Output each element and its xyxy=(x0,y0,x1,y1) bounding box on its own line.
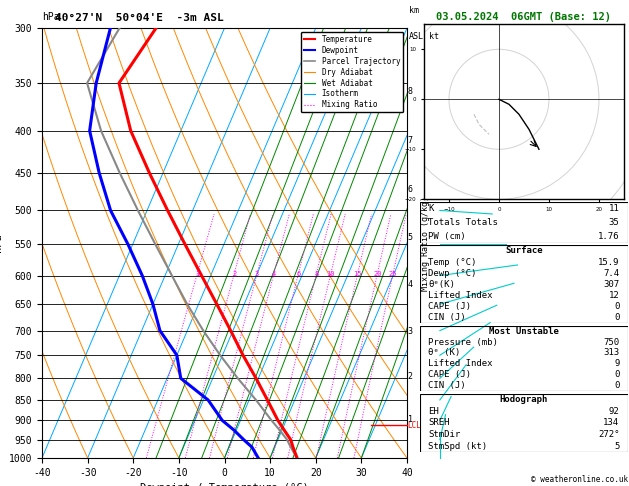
Text: 2: 2 xyxy=(408,372,413,381)
Text: Most Unstable: Most Unstable xyxy=(489,327,559,336)
Text: 40°27'N  50°04'E  -3m ASL: 40°27'N 50°04'E -3m ASL xyxy=(55,13,223,23)
Text: CAPE (J): CAPE (J) xyxy=(428,370,472,380)
Legend: Temperature, Dewpoint, Parcel Trajectory, Dry Adiabat, Wet Adiabat, Isotherm, Mi: Temperature, Dewpoint, Parcel Trajectory… xyxy=(301,32,403,112)
X-axis label: Dewpoint / Temperature (°C): Dewpoint / Temperature (°C) xyxy=(140,483,309,486)
Text: 307: 307 xyxy=(603,280,620,289)
Text: K: K xyxy=(428,204,434,213)
Text: 25: 25 xyxy=(389,271,398,277)
Text: 35: 35 xyxy=(609,218,620,227)
Text: 92: 92 xyxy=(609,407,620,416)
Text: 2: 2 xyxy=(232,271,237,277)
Text: Pressure (mb): Pressure (mb) xyxy=(428,337,498,347)
Text: 4: 4 xyxy=(272,271,276,277)
Text: LCL: LCL xyxy=(408,420,421,430)
Text: 1: 1 xyxy=(408,416,413,424)
Text: Surface: Surface xyxy=(505,246,543,256)
Text: 11: 11 xyxy=(609,204,620,213)
Text: Hodograph: Hodograph xyxy=(500,395,548,404)
Text: Lifted Index: Lifted Index xyxy=(428,359,493,368)
Text: 0: 0 xyxy=(614,302,620,311)
Text: 750: 750 xyxy=(603,337,620,347)
Text: 134: 134 xyxy=(603,418,620,427)
Text: CAPE (J): CAPE (J) xyxy=(428,302,472,311)
Text: Temp (°C): Temp (°C) xyxy=(428,258,477,267)
Text: StmDir: StmDir xyxy=(428,430,460,439)
Text: Lifted Index: Lifted Index xyxy=(428,291,493,300)
Text: θᵉ(K): θᵉ(K) xyxy=(428,280,455,289)
Text: 5: 5 xyxy=(408,233,413,243)
Y-axis label: hPa: hPa xyxy=(0,234,3,252)
Text: 12: 12 xyxy=(609,291,620,300)
Text: 5: 5 xyxy=(614,442,620,451)
Text: 313: 313 xyxy=(603,348,620,358)
Text: StmSpd (kt): StmSpd (kt) xyxy=(428,442,487,451)
Text: Totals Totals: Totals Totals xyxy=(428,218,498,227)
Text: Dewp (°C): Dewp (°C) xyxy=(428,269,477,278)
Text: 1.76: 1.76 xyxy=(598,232,620,241)
Text: 1: 1 xyxy=(195,271,199,277)
Text: 15.9: 15.9 xyxy=(598,258,620,267)
Text: 3: 3 xyxy=(408,327,413,336)
Text: CIN (J): CIN (J) xyxy=(428,313,466,322)
Text: PW (cm): PW (cm) xyxy=(428,232,466,241)
Text: 4: 4 xyxy=(408,280,413,290)
Text: SREH: SREH xyxy=(428,418,450,427)
Text: 0: 0 xyxy=(614,313,620,322)
Text: 15: 15 xyxy=(353,271,362,277)
Text: EH: EH xyxy=(428,407,439,416)
Text: Mixing Ratio (g/kg): Mixing Ratio (g/kg) xyxy=(421,195,430,291)
Text: ASL: ASL xyxy=(409,32,424,41)
Text: 03.05.2024  06GMT (Base: 12): 03.05.2024 06GMT (Base: 12) xyxy=(437,12,611,22)
Text: 20: 20 xyxy=(373,271,382,277)
Text: 6: 6 xyxy=(408,185,413,194)
Text: © weatheronline.co.uk: © weatheronline.co.uk xyxy=(531,474,628,484)
Text: 8: 8 xyxy=(314,271,318,277)
Text: 7: 7 xyxy=(408,136,413,145)
Text: 0: 0 xyxy=(614,370,620,380)
Text: 6: 6 xyxy=(296,271,301,277)
Text: 10: 10 xyxy=(326,271,335,277)
Text: CIN (J): CIN (J) xyxy=(428,381,466,390)
Text: 9: 9 xyxy=(614,359,620,368)
Text: hPa: hPa xyxy=(42,12,60,22)
Text: 3: 3 xyxy=(255,271,259,277)
Text: θᵉ (K): θᵉ (K) xyxy=(428,348,460,358)
Text: kt: kt xyxy=(429,32,439,41)
Text: 272°: 272° xyxy=(598,430,620,439)
Text: 8: 8 xyxy=(408,87,413,96)
Text: 7.4: 7.4 xyxy=(603,269,620,278)
Text: 0: 0 xyxy=(614,381,620,390)
Text: km: km xyxy=(409,6,419,15)
